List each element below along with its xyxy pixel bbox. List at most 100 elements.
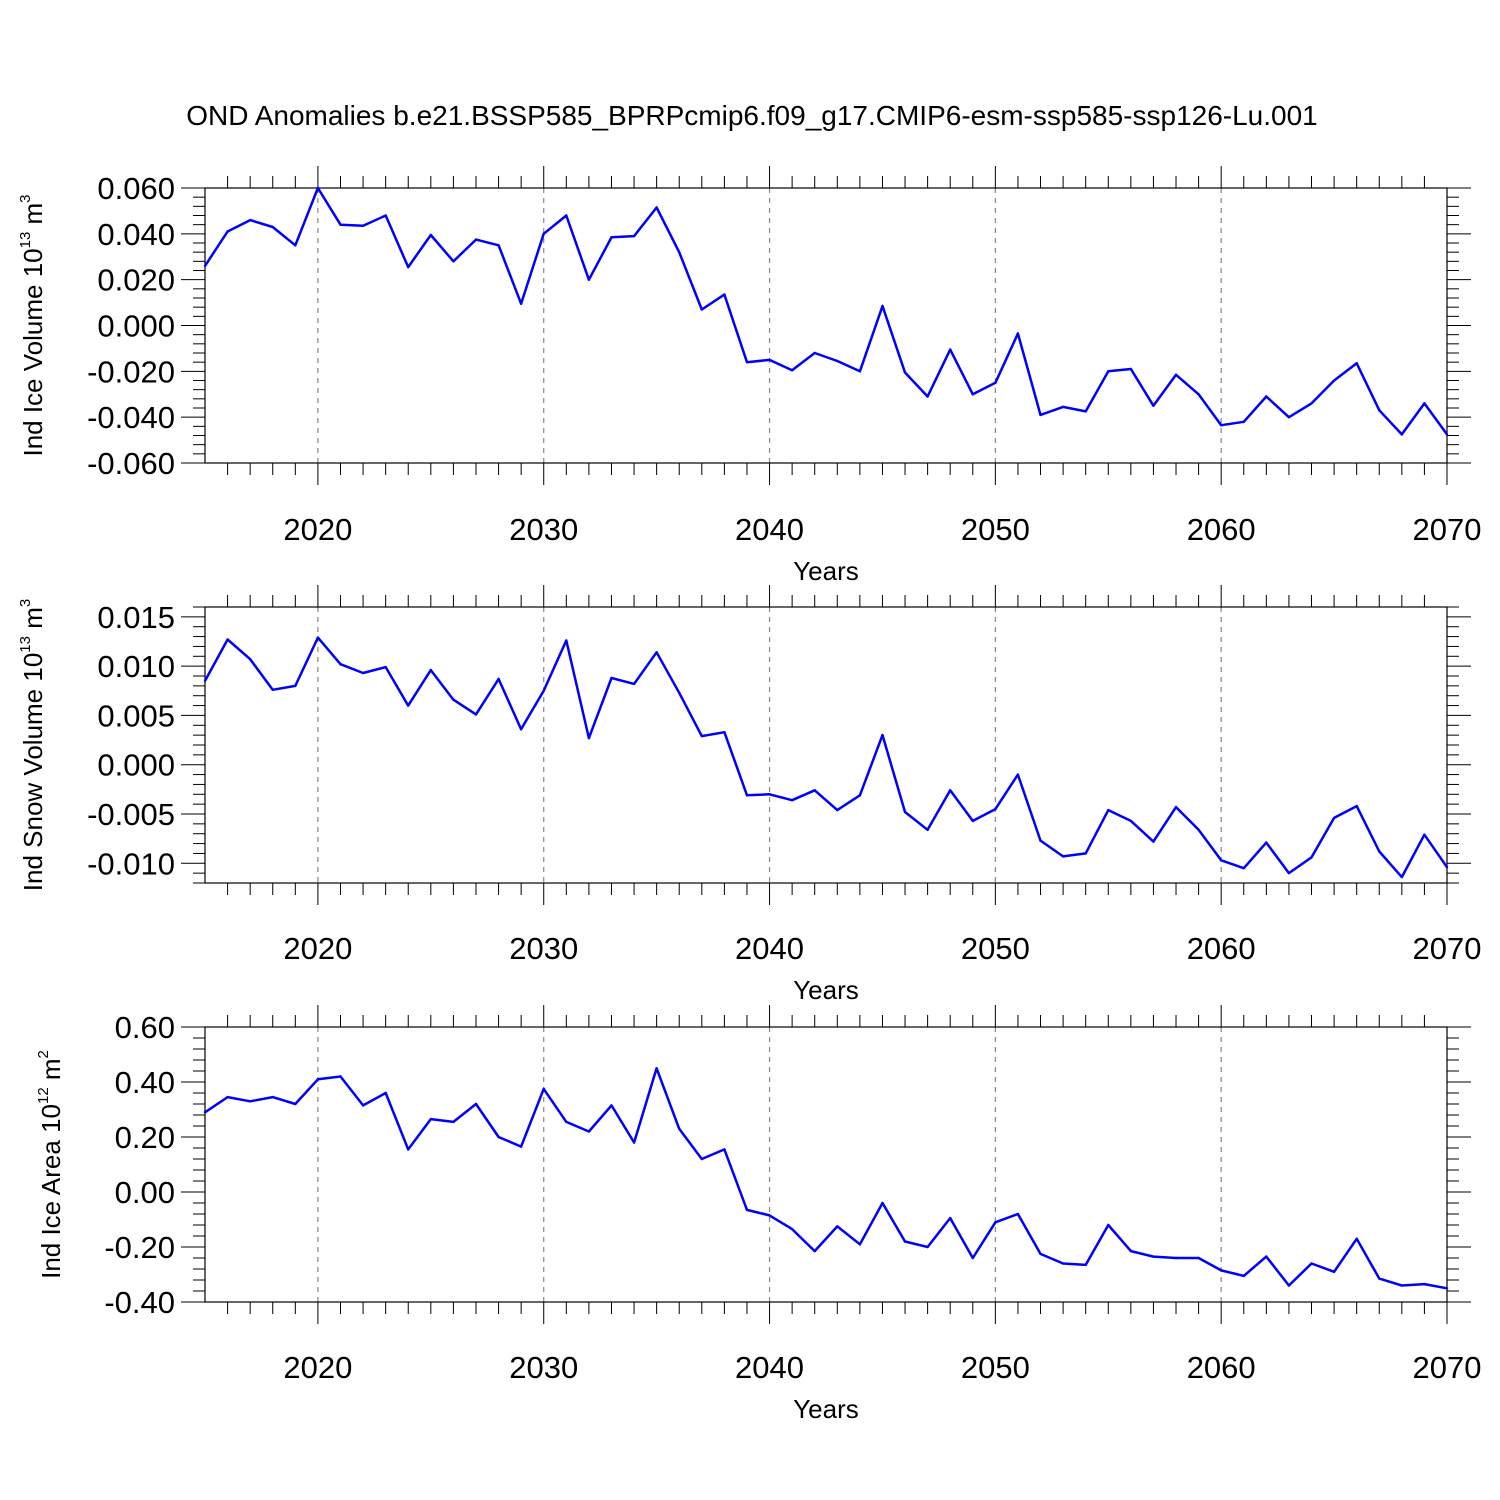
data-point bbox=[587, 278, 591, 281]
x-tick-label: 2040 bbox=[735, 512, 804, 547]
data-point bbox=[610, 676, 613, 680]
data-point bbox=[790, 799, 794, 802]
data-point bbox=[316, 186, 320, 190]
data-point bbox=[1016, 1212, 1020, 1216]
x-tick-label: 2060 bbox=[1187, 931, 1256, 966]
data-point bbox=[1016, 332, 1020, 335]
data-point bbox=[926, 395, 929, 398]
y-tick-label: -0.005 bbox=[87, 797, 175, 832]
data-point bbox=[1287, 1284, 1291, 1287]
data-point bbox=[1039, 839, 1042, 842]
data-point bbox=[1220, 859, 1223, 862]
data-point bbox=[700, 308, 703, 311]
data-point bbox=[678, 1127, 681, 1131]
panel-1: 0.060 0.040 0.020 0.000 -0.020 -0.040 -0.060 20… bbox=[17, 166, 1481, 586]
data-point bbox=[1265, 1255, 1268, 1258]
data-point bbox=[790, 1227, 794, 1231]
y-axis-label: Ind Ice Volume 1013 m3 bbox=[17, 194, 48, 456]
series-line bbox=[203, 636, 1449, 879]
data-point bbox=[294, 684, 297, 688]
y-axis-label-superscript: 3 bbox=[17, 599, 34, 607]
data-point bbox=[1129, 1249, 1133, 1253]
data-point bbox=[1310, 1262, 1313, 1265]
y-tick-label: 0.010 bbox=[97, 649, 175, 684]
data-point bbox=[1423, 402, 1426, 405]
data-point bbox=[632, 682, 636, 686]
x-tick-label: 2030 bbox=[509, 512, 578, 547]
data-point bbox=[587, 736, 591, 740]
data-point bbox=[519, 1145, 523, 1148]
data-point bbox=[226, 1095, 229, 1099]
x-tick-label: 2060 bbox=[1187, 512, 1256, 547]
data-point bbox=[249, 218, 252, 222]
y-axis-label-text: Ind Snow Volume 10 bbox=[18, 653, 48, 892]
data-point bbox=[745, 794, 749, 797]
data-point bbox=[1378, 409, 1381, 412]
data-point bbox=[384, 214, 387, 217]
data-point bbox=[1445, 433, 1449, 436]
panels: 0.0600.0400.0200.000-0.020-0.040-0.06020… bbox=[17, 166, 1481, 1424]
data-point bbox=[632, 234, 636, 238]
data-point bbox=[1332, 379, 1336, 382]
data-point bbox=[361, 224, 365, 227]
data-point bbox=[768, 793, 771, 796]
x-tick-label: 2020 bbox=[283, 931, 352, 966]
panel-3: 0.60 0.40 0.20 0.00 -0.20 -0.40 2020 2030 2040 20… bbox=[35, 1005, 1481, 1424]
y-axis-label-text: Ind Ice Area 10 bbox=[36, 1104, 66, 1279]
data-point bbox=[632, 1141, 636, 1144]
data-point bbox=[1107, 808, 1110, 812]
y-tick-label: 0.20 bbox=[115, 1120, 175, 1155]
x-tick-label: 2020 bbox=[283, 512, 352, 547]
data-point bbox=[1152, 840, 1155, 843]
data-point bbox=[678, 691, 681, 694]
y-tick-label: 0.015 bbox=[97, 600, 175, 635]
data-point bbox=[1355, 804, 1358, 808]
y-tick-label: 0.060 bbox=[97, 171, 175, 206]
data-point bbox=[361, 671, 365, 675]
data-point bbox=[1287, 416, 1291, 419]
series-line bbox=[203, 186, 1449, 436]
data-point bbox=[452, 1120, 455, 1124]
data-point bbox=[1152, 1255, 1155, 1258]
y-axis-label-superscript: 13 bbox=[17, 636, 34, 653]
data-point bbox=[226, 230, 229, 233]
data-point bbox=[203, 679, 207, 683]
x-axis-label: Years bbox=[793, 556, 859, 586]
data-point bbox=[881, 733, 884, 737]
data-point bbox=[836, 359, 839, 363]
data-point bbox=[1129, 819, 1133, 823]
data-point bbox=[497, 677, 500, 681]
data-point bbox=[361, 1104, 365, 1107]
data-point bbox=[723, 731, 726, 734]
data-point bbox=[881, 304, 884, 308]
data-point bbox=[565, 639, 568, 642]
data-point bbox=[858, 794, 862, 797]
data-point bbox=[1039, 1252, 1042, 1256]
x-tick-label: 2040 bbox=[735, 1350, 804, 1385]
y-axis-label-text: m bbox=[36, 1058, 66, 1087]
data-point bbox=[294, 244, 297, 247]
series-line bbox=[204, 1067, 1448, 1290]
data-point bbox=[565, 1120, 568, 1124]
y-axis-label: Ind Ice Area 1012 m2 bbox=[35, 1050, 66, 1279]
plot-frame bbox=[204, 1026, 1448, 1303]
data-point bbox=[700, 1157, 703, 1161]
data-point bbox=[1061, 855, 1065, 858]
x-tick-label: 2050 bbox=[961, 1350, 1030, 1385]
data-point bbox=[1265, 841, 1268, 844]
x-tick-label: 2050 bbox=[961, 512, 1030, 547]
y-tick-label: 0.000 bbox=[97, 309, 175, 344]
x-tick-label: 2060 bbox=[1187, 1350, 1256, 1385]
data-point bbox=[429, 233, 432, 237]
data-point bbox=[723, 293, 726, 296]
x-tick-label: 2070 bbox=[1413, 931, 1482, 966]
data-point bbox=[587, 1130, 591, 1133]
data-point bbox=[271, 1095, 274, 1099]
data-point bbox=[203, 1111, 207, 1114]
data-point bbox=[1378, 1277, 1381, 1280]
data-point bbox=[1174, 805, 1178, 809]
data-point bbox=[655, 206, 658, 209]
data-point bbox=[1061, 405, 1065, 409]
data-point bbox=[971, 819, 974, 823]
data-point bbox=[949, 348, 952, 351]
